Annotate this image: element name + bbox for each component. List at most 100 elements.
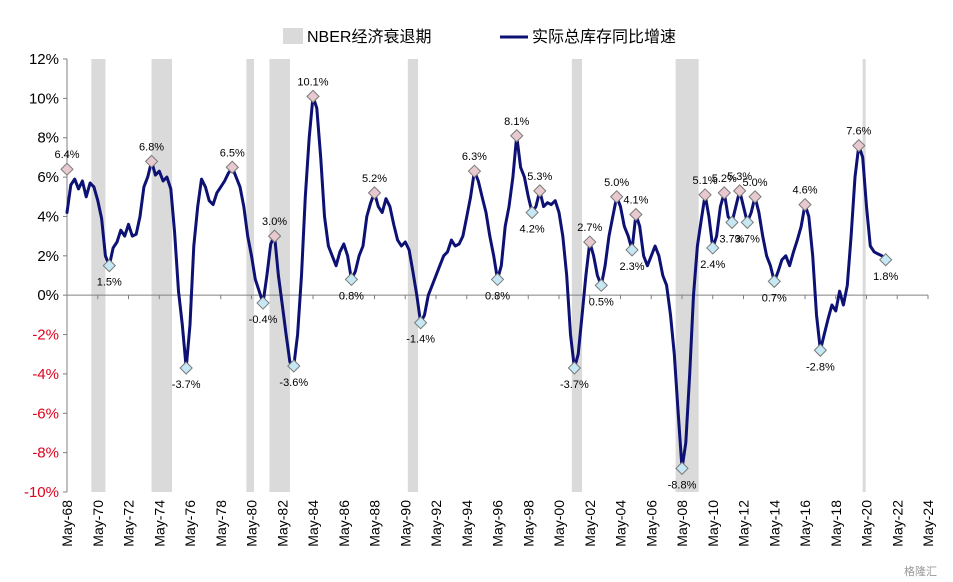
recession-band-1 <box>151 59 173 492</box>
y-tick-label: 2% <box>37 248 59 265</box>
marker-peak-2 <box>144 154 159 169</box>
marker-peak-18 <box>583 235 597 249</box>
recession-band-5 <box>571 59 583 492</box>
recession-band-2 <box>246 59 255 492</box>
y-tick-label: -6% <box>32 405 59 422</box>
x-tick-label: May-74 <box>151 500 167 547</box>
marker-peak-14 <box>510 129 524 143</box>
data-label: 0.8% <box>485 290 510 302</box>
marker-trough-7 <box>287 359 301 373</box>
data-label: 0.8% <box>339 290 364 302</box>
watermark-text: 格隆汇 <box>904 564 937 578</box>
x-tick-label: May-08 <box>674 500 690 547</box>
data-label: 2.3% <box>619 261 644 273</box>
y-tick-label: -10% <box>24 484 59 501</box>
x-tick-label: May-24 <box>920 500 936 547</box>
data-label: 0.7% <box>762 292 787 304</box>
marker-trough-5 <box>256 296 270 310</box>
marker-peak-12 <box>467 164 482 178</box>
x-tick-label: May-78 <box>213 500 229 547</box>
x-tick-label: May-92 <box>428 500 444 547</box>
marker-peak-22 <box>629 207 643 222</box>
data-label: 5.2% <box>362 173 387 185</box>
marker-peak-8 <box>306 89 320 104</box>
y-tick-label: 10% <box>29 90 59 107</box>
data-label: 5.1% <box>693 175 718 187</box>
marker-trough-35 <box>879 253 893 267</box>
x-tick-label: May-94 <box>459 500 475 547</box>
marker-trough-1 <box>102 258 116 273</box>
marker-peak-0 <box>60 162 74 176</box>
marker-trough-27 <box>725 215 739 230</box>
data-label: 10.1% <box>297 76 328 88</box>
data-label: 6.3% <box>462 151 487 163</box>
marker-peak-24 <box>698 188 712 202</box>
data-label: 8.1% <box>504 116 529 128</box>
data-label: -1.4% <box>406 334 435 346</box>
marker-trough-17 <box>567 361 582 375</box>
data-label: 1.8% <box>873 271 898 283</box>
x-tick-label: May-82 <box>274 500 290 547</box>
x-tick-label: May-20 <box>859 500 875 547</box>
y-tick-label: -8% <box>32 445 59 462</box>
recession-bands <box>91 59 866 492</box>
marker-peak-4 <box>225 160 239 174</box>
x-tick-label: May-88 <box>367 500 383 547</box>
x-tick-label: May-86 <box>336 500 352 547</box>
data-label: 3.7% <box>735 233 760 245</box>
data-label: 5.2% <box>712 173 737 185</box>
y-tick-label: 0% <box>37 287 59 304</box>
data-label: 2.4% <box>700 259 725 271</box>
marker-trough-33 <box>813 343 828 357</box>
marker-trough-29 <box>740 215 755 230</box>
marker-trough-11 <box>413 316 428 330</box>
legend-series-label: 实际总库存同比增速 <box>532 28 676 46</box>
data-label: 6.8% <box>139 141 164 153</box>
data-label: 2.7% <box>577 222 602 234</box>
y-axis: 12% 10% 8% 6% 4% 2% 0% -2% -4% -6% -8% -10% <box>24 51 68 501</box>
x-tick-label: May-14 <box>766 500 782 547</box>
x-tick-label: May-84 <box>305 500 321 547</box>
marker-trough-15 <box>525 205 539 220</box>
data-label: -0.4% <box>249 314 278 326</box>
marker-peak-20 <box>609 190 624 204</box>
data-label: 3.0% <box>262 216 287 228</box>
marker-peak-30 <box>748 190 762 204</box>
x-tick-label: May-22 <box>889 500 905 547</box>
x-tick-label: May-10 <box>705 500 721 547</box>
marker-peak-10 <box>367 186 382 200</box>
y-tick-label: 8% <box>37 130 59 147</box>
x-tick-label: May-90 <box>397 500 413 547</box>
data-label: 6.5% <box>220 147 245 159</box>
x-tick-label: May-12 <box>736 500 752 547</box>
recession-band-6 <box>675 59 699 492</box>
x-axis: May-68 May-70 May-72 May-74 May-76 May-78 May-… <box>59 294 936 547</box>
data-label: 4.1% <box>623 194 648 206</box>
x-tick-label: May-04 <box>613 500 629 547</box>
x-tick-label: May-18 <box>828 500 844 547</box>
series-line-0 <box>65 94 888 470</box>
legend-recession-label: NBER经济衰退期 <box>307 28 431 46</box>
data-label: -8.8% <box>668 479 697 491</box>
x-tick-label: May-02 <box>582 500 598 547</box>
x-tick-label: May-06 <box>643 500 659 547</box>
marker-trough-31 <box>767 274 781 289</box>
marker-trough-3 <box>179 361 193 375</box>
data-label: 7.6% <box>846 126 871 138</box>
marker-trough-23 <box>675 461 689 476</box>
y-tick-label: 4% <box>37 208 59 225</box>
plot-area <box>65 94 888 470</box>
data-label: -3.6% <box>279 377 308 389</box>
data-label: 0.5% <box>589 296 614 308</box>
x-tick-label: May-00 <box>551 500 567 547</box>
marker-trough-19 <box>594 278 608 293</box>
y-tick-label: 12% <box>29 51 59 68</box>
x-tick-label: May-80 <box>244 500 260 547</box>
recession-band-7 <box>862 59 866 492</box>
annotation-markers: 6.4% 1.5% 6.8% -3.7% 6.5% -0.4% 3.0% -3.6% 10.1%… <box>54 76 898 491</box>
x-tick-label: May-98 <box>520 500 536 547</box>
y-tick-label: -2% <box>32 327 59 344</box>
data-label: 3.7% <box>719 233 744 245</box>
marker-peak-6 <box>267 229 282 243</box>
